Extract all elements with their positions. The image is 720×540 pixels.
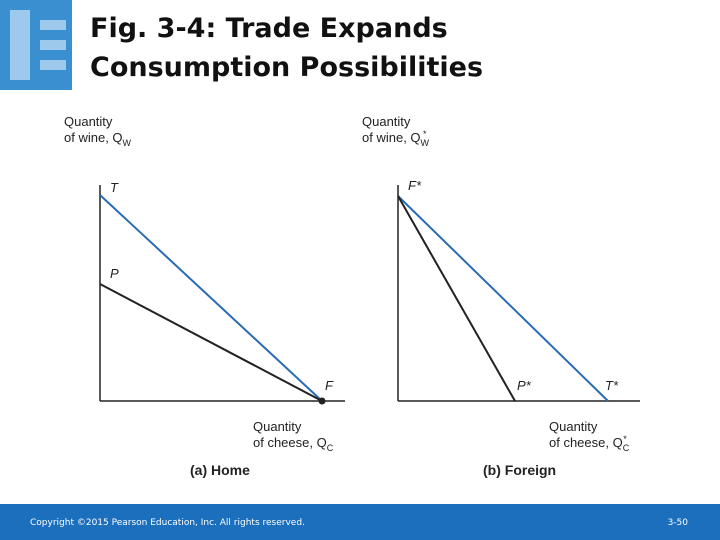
- point-label: P: [110, 266, 119, 281]
- x-label-sup: *: [623, 434, 627, 444]
- y-label-sub: W: [421, 138, 430, 148]
- x-label-sub: C: [623, 443, 630, 453]
- footer: Copyright ©2015 Pearson Education, Inc. …: [0, 504, 720, 540]
- y-label: of wine, QW*: [362, 129, 430, 148]
- point-label: F*: [408, 178, 422, 193]
- title-line: Consumption Possibilities: [90, 52, 483, 83]
- y-label: Quantity: [64, 114, 113, 129]
- caption: (a) Home: [190, 462, 250, 478]
- page-number: 3-50: [668, 518, 689, 528]
- caption: (b) Foreign: [483, 462, 556, 478]
- logo-shape: [10, 10, 66, 80]
- x-label-sub: C: [327, 443, 334, 453]
- x-label-text: of cheese, Q: [549, 435, 623, 450]
- point-label: P*: [517, 378, 532, 393]
- home-panel: Quantity of wine, QW T P F Quantity of c…: [64, 114, 345, 478]
- x-label: Quantity: [253, 419, 302, 434]
- logo: [0, 0, 72, 90]
- title-line: Fig. 3-4: Trade Expands: [90, 13, 448, 44]
- y-label-text: of wine, Q: [362, 130, 421, 145]
- y-label: of wine, QW: [64, 130, 132, 148]
- footer-bar: [0, 504, 720, 540]
- x-label: of cheese, QC: [253, 435, 334, 453]
- point-label: F: [325, 378, 334, 393]
- x-label-text: of cheese, Q: [253, 435, 327, 450]
- point: [318, 397, 326, 405]
- trade-line: [397, 195, 609, 402]
- point-label: T*: [605, 378, 619, 393]
- y-label-text: of wine, Q: [64, 130, 123, 145]
- y-label-sub: W: [123, 138, 132, 148]
- trade-line: [99, 194, 323, 402]
- ppf-line: [99, 283, 323, 402]
- y-label-sup: *: [423, 129, 427, 139]
- x-label: of cheese, QC*: [549, 434, 630, 453]
- x-label: Quantity: [549, 419, 598, 434]
- copyright: Copyright ©2015 Pearson Education, Inc. …: [30, 518, 305, 528]
- y-label: Quantity: [362, 114, 411, 129]
- ppf-line: [397, 195, 516, 402]
- foreign-panel: Quantity of wine, QW* F* P* T* Quantity …: [362, 114, 640, 478]
- point-label: T: [110, 180, 119, 195]
